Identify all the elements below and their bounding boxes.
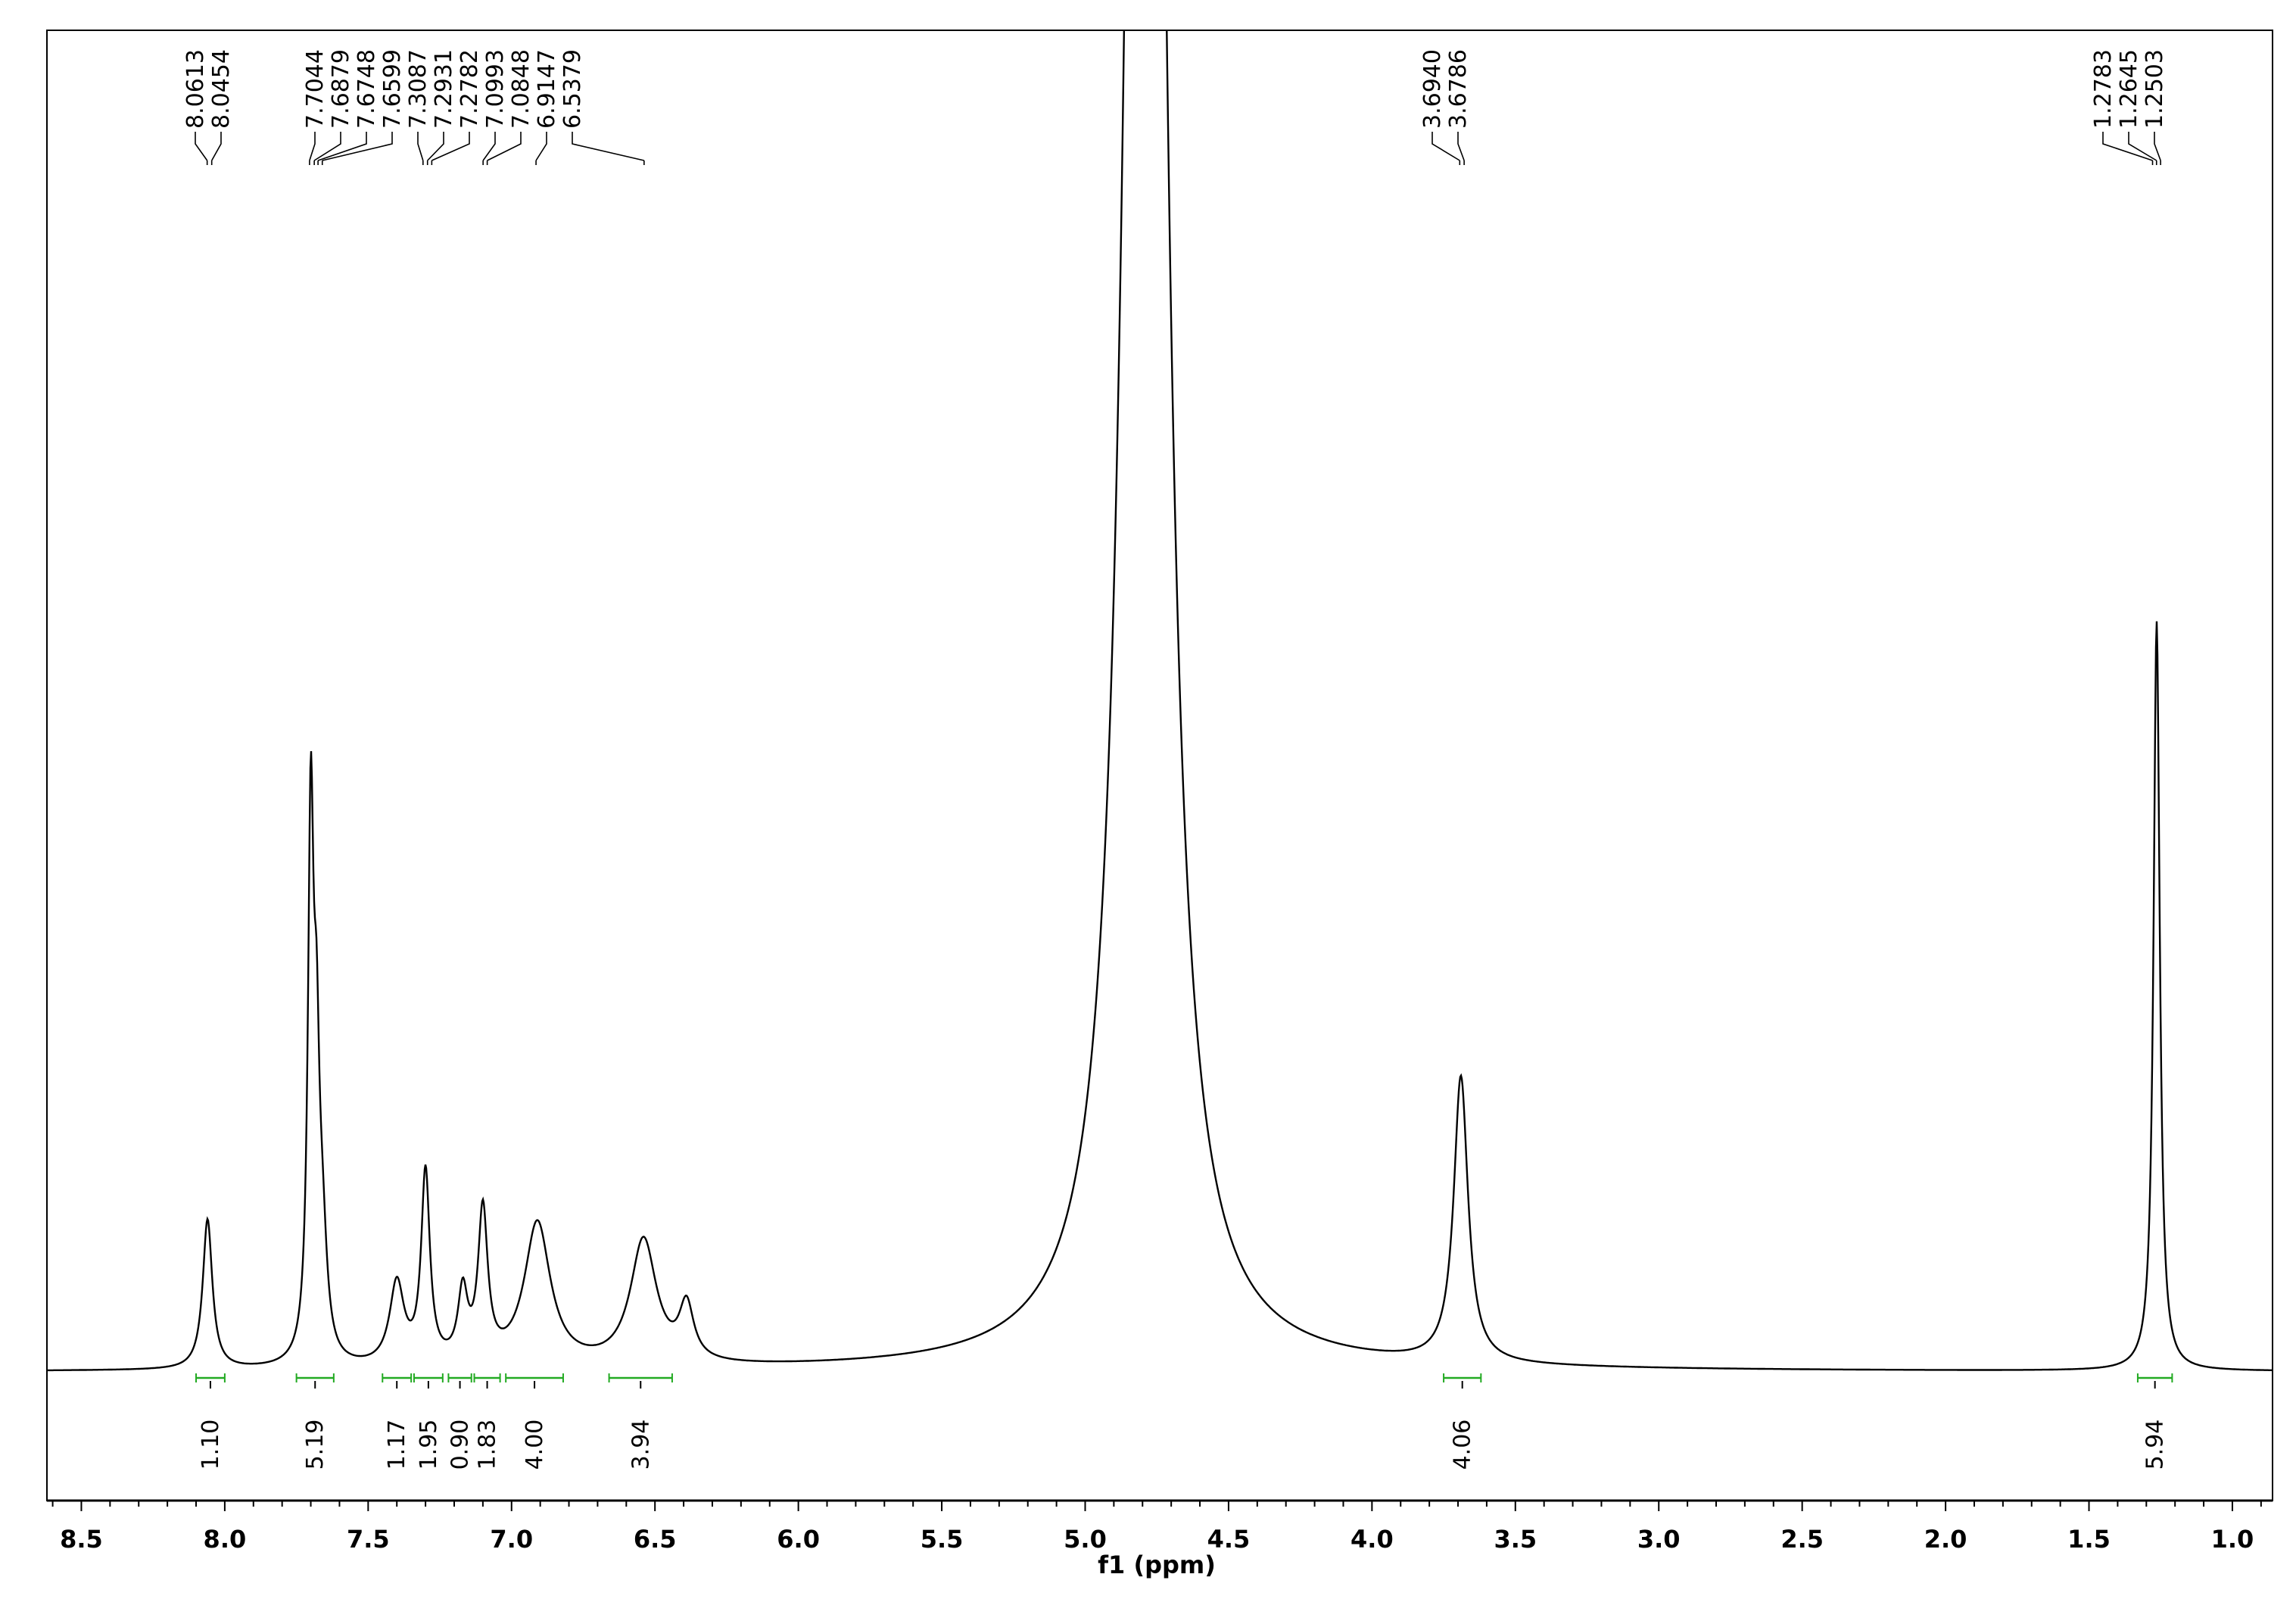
peak-leader-line <box>313 132 341 161</box>
integral-label: 3.94 <box>628 1420 654 1470</box>
peak-label: 1.2783 <box>2090 49 2117 129</box>
integral-label: 1.95 <box>416 1420 442 1470</box>
spectrum-line <box>47 30 2273 1372</box>
peak-leader-line <box>309 132 316 161</box>
peak-label: 7.2931 <box>431 49 457 129</box>
peak-label: 7.0848 <box>508 49 534 129</box>
x-tick-label: 4.0 <box>1350 1525 1394 1554</box>
peak-leader-line <box>572 132 645 161</box>
integral-label: 1.17 <box>384 1420 410 1470</box>
peak-label: 7.7044 <box>302 49 329 129</box>
spectrum-clip-group <box>47 30 2273 1372</box>
peak-label: 7.6599 <box>379 49 406 129</box>
integral-label: 4.00 <box>522 1420 548 1470</box>
x-tick-label: 7.0 <box>490 1525 533 1554</box>
peak-labels: 8.0613 8.0454 7.7044 7.6879 7.6748 7.6599 7.30… <box>182 49 2168 165</box>
integral-label: 5.19 <box>302 1420 329 1470</box>
peak-label: 1.2645 <box>2116 49 2142 129</box>
peak-label: 6.9147 <box>534 49 560 129</box>
peak-label: 7.0993 <box>482 49 509 129</box>
x-tick-label: 4.5 <box>1207 1525 1251 1554</box>
integral-label: 0.90 <box>447 1420 474 1470</box>
peak-label: 7.6748 <box>354 49 380 129</box>
peak-leader-line <box>195 132 208 161</box>
peak-label: 3.6786 <box>1445 49 1472 129</box>
x-tick-label: 8.5 <box>60 1525 103 1554</box>
peak-leader-line <box>322 132 393 161</box>
plot-frame <box>46 30 2273 1501</box>
x-tick-label: 3.0 <box>1637 1525 1681 1554</box>
x-tick-label: 2.5 <box>1780 1525 1824 1554</box>
integrals: 1.10 5.19 1.17 1.95 0.90 1.83 4.00 3.94 4.06 5.94 <box>195 1373 2173 1470</box>
peak-leader-line <box>210 132 222 161</box>
peak-leader-line <box>2128 132 2157 161</box>
peak-label: 8.0613 <box>182 49 209 129</box>
x-tick-label: 5.0 <box>1064 1525 1107 1554</box>
peak-leader-line <box>431 132 470 161</box>
integral-label: 1.83 <box>475 1420 501 1470</box>
peak-label: 6.5379 <box>559 49 586 129</box>
integral-label: 5.94 <box>2142 1420 2169 1470</box>
peak-leader-line <box>535 132 547 161</box>
x-tick-label: 7.5 <box>347 1525 390 1554</box>
peak-label: 7.3087 <box>405 49 431 129</box>
peak-leader-line <box>1457 132 1465 161</box>
peak-leader-line <box>487 132 522 161</box>
peak-label: 3.6940 <box>1419 49 1446 129</box>
x-tick-label: 3.5 <box>1494 1525 1537 1554</box>
peak-leader-line <box>2154 132 2161 161</box>
x-tick-label: 6.5 <box>634 1525 677 1554</box>
x-tick-label: 5.5 <box>921 1525 964 1554</box>
peak-leader-line <box>317 132 367 161</box>
peak-label: 8.0454 <box>208 49 235 129</box>
integral-label: 1.10 <box>198 1420 224 1470</box>
peak-label: 7.6879 <box>328 49 354 129</box>
peak-label: 1.2503 <box>2142 49 2168 129</box>
peak-leader-line <box>1431 132 1460 161</box>
x-tick-label: 6.0 <box>777 1525 820 1554</box>
peak-leader-line <box>427 132 444 161</box>
x-tick-label: 1.5 <box>2067 1525 2111 1554</box>
peak-leader-line <box>417 132 424 161</box>
integral-label: 4.06 <box>1450 1420 1476 1470</box>
x-ticks: 8.5 8.0 7.5 7.0 6.5 6.0 5.5 5.0 4.5 4.0 3.5 3.0 2.5 2… <box>51 1501 2262 1554</box>
peak-leader-line <box>2102 132 2153 161</box>
peak-label: 7.2782 <box>456 49 483 129</box>
peak-leader-line <box>482 132 496 161</box>
x-tick-label: 1.0 <box>2211 1525 2254 1554</box>
x-axis-title: f1 (ppm) <box>1098 1551 1216 1579</box>
x-tick-label: 2.0 <box>1924 1525 1967 1554</box>
x-tick-label: 8.0 <box>204 1525 247 1554</box>
